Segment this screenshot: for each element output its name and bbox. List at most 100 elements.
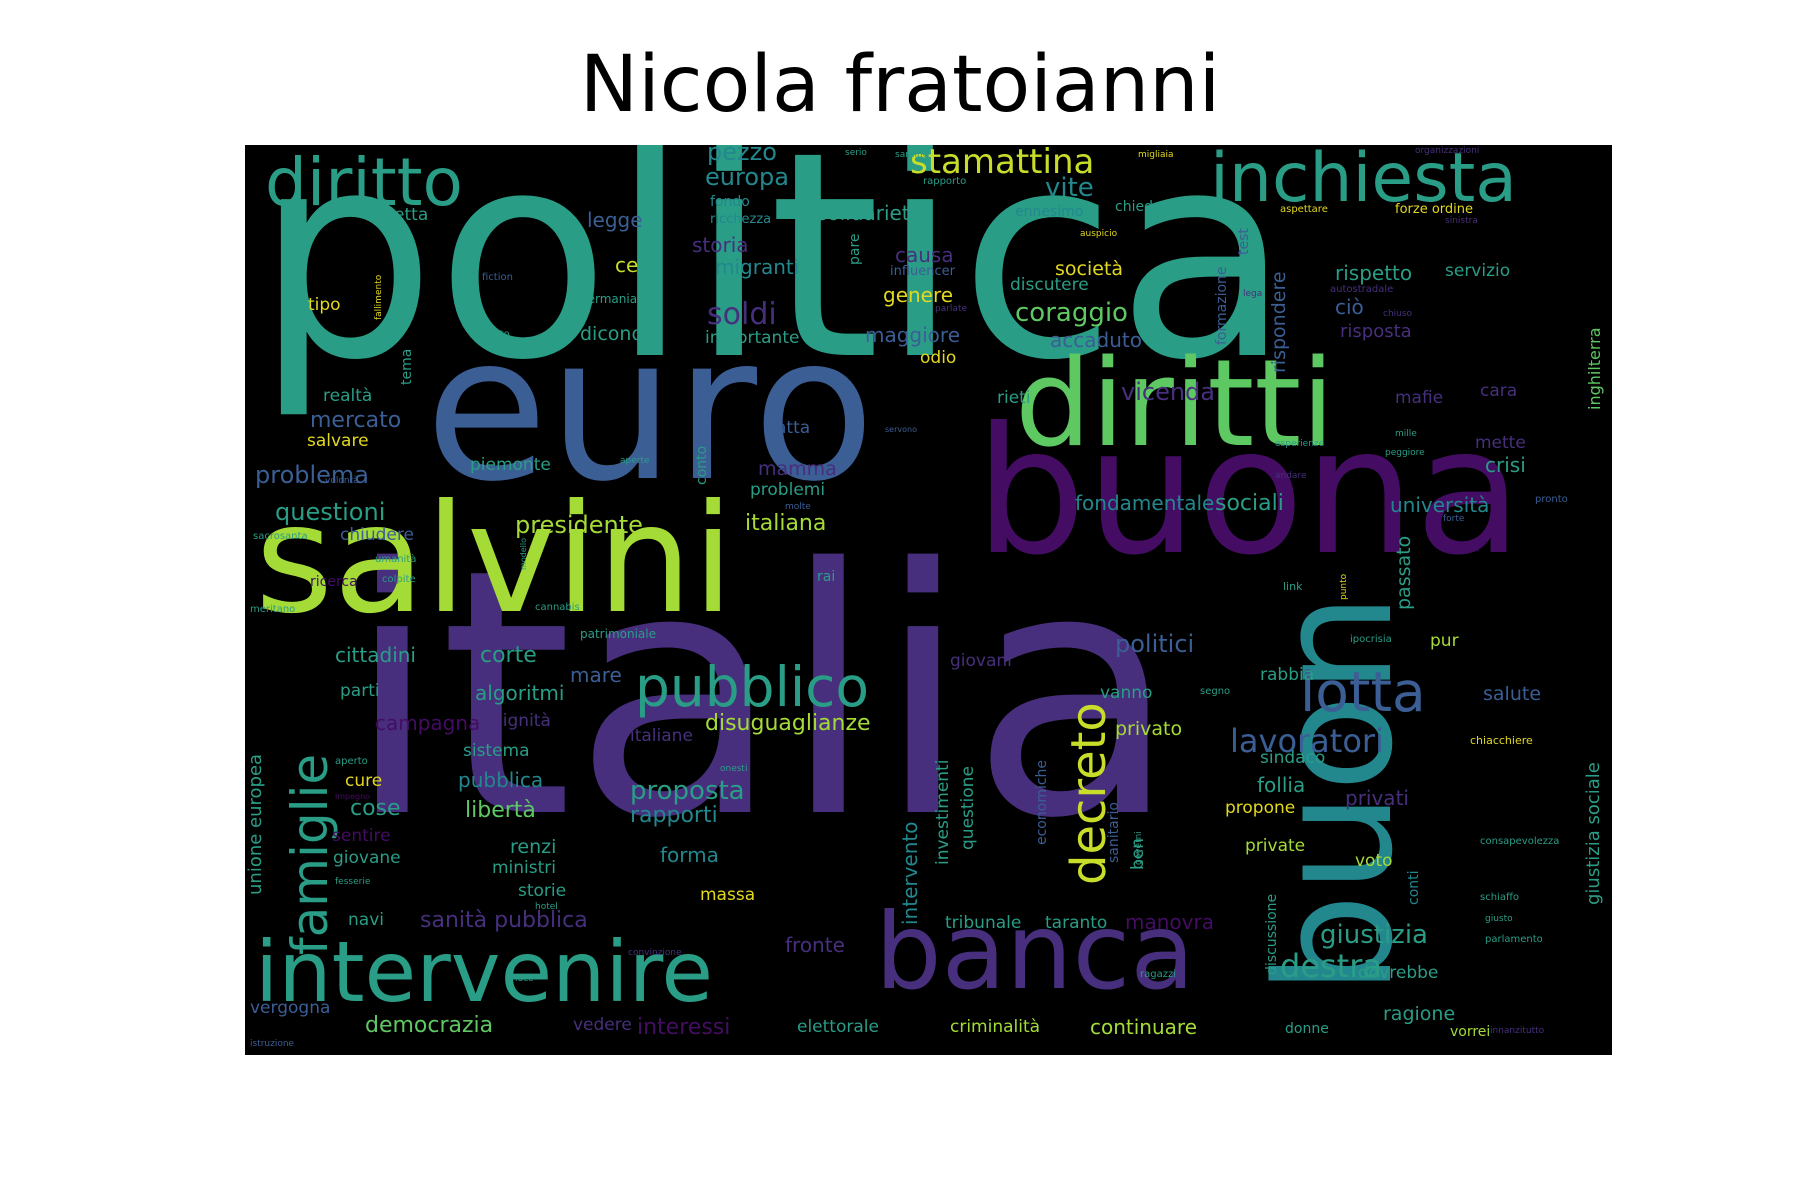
word-servono: servono — [885, 425, 917, 434]
word-algoritmi: algoritmi — [475, 681, 565, 705]
word-giusto: giusto — [1485, 914, 1513, 924]
word-mare: mare — [570, 663, 622, 687]
word-parlate: parlate — [935, 304, 968, 314]
word-sanitario: sanitario — [1106, 802, 1122, 863]
word-fronte: fronte — [785, 933, 845, 957]
word-patrimoniale: patrimoniale — [580, 627, 656, 641]
word-democrazia: democrazia — [365, 1013, 494, 1038]
word-campagna: campagna — [375, 711, 481, 735]
word-sardine: sardine — [895, 150, 929, 160]
word-presidente: presidente — [515, 511, 643, 539]
word-segno: segno — [1200, 686, 1231, 697]
word-parti: parti — [340, 681, 380, 701]
word-influencer: influencer — [890, 264, 956, 279]
word-manovra: manovra — [1125, 910, 1214, 934]
word-aspettare: aspettare — [1280, 204, 1328, 215]
word-investimenti: investimenti — [933, 759, 953, 865]
word-esperienze: esperienze — [1275, 439, 1325, 449]
word-hotel: hotel — [535, 902, 558, 912]
word-rispetto: rispetto — [1335, 261, 1413, 285]
word-pur: pur — [1430, 631, 1459, 651]
word-rispondere: rispondere — [1268, 271, 1290, 373]
word-accaduto: accaduto — [1050, 328, 1142, 352]
word-diritti: diritti — [1015, 335, 1335, 474]
word-disuguaglianze: disuguaglianze — [705, 711, 871, 736]
word-taranto: taranto — [1045, 913, 1108, 933]
word-storie: storie — [518, 881, 567, 901]
word-credito: credito — [475, 329, 510, 340]
word-rabbia: rabbia — [1260, 665, 1315, 685]
word-societa: società — [1055, 258, 1124, 280]
word-rai: rai — [817, 569, 836, 585]
word-voto: voto — [1355, 851, 1393, 871]
word-vanno: vanno — [1100, 683, 1153, 703]
word-lega: lega — [1243, 289, 1263, 299]
word-chiuso: chiuso — [1383, 309, 1413, 319]
word-politici: politici — [1115, 630, 1195, 658]
word-rieti: rieti — [997, 388, 1031, 408]
word-tema: tema — [399, 348, 415, 385]
word-famiglie: famiglie — [281, 753, 339, 955]
word-mille: mille — [1395, 429, 1417, 439]
word-impegno: impegno — [335, 792, 371, 801]
word-coraggio: coraggio — [1015, 298, 1128, 328]
word-odio: odio — [920, 348, 957, 368]
word-pronto: pronto — [1535, 494, 1568, 505]
word-crisi: crisi — [1485, 453, 1526, 477]
word-europa: europa — [705, 163, 789, 191]
word-forte: forte — [1443, 514, 1465, 524]
word-pubblico: pubblico — [635, 655, 870, 719]
word-banca: banca — [875, 891, 1195, 1013]
word-propone: propone — [1225, 798, 1296, 818]
word-sindaco: sindaco — [1260, 748, 1326, 768]
word-discussione: discussione — [1264, 893, 1280, 975]
word-ragazzi: ragazzi — [1140, 969, 1176, 980]
word-parlamento: parlamento — [1485, 934, 1543, 945]
word-forze-ordine: forze ordine — [1395, 202, 1473, 217]
word-causa: causa — [895, 243, 954, 267]
word-dignita: dignità — [492, 711, 551, 731]
word-aperto: aperto — [335, 756, 368, 767]
word-sinistra: sinistra — [1445, 216, 1478, 226]
word-volonta: volontà — [325, 476, 359, 486]
word-risposta: risposta — [1340, 321, 1412, 342]
word-salvare: salvare — [307, 431, 369, 451]
word-private: private — [1245, 836, 1306, 856]
word-proposta: proposta — [630, 776, 745, 806]
word-cittadini: cittadini — [335, 643, 416, 667]
word-auspicio: auspicio — [1080, 229, 1118, 239]
word-giovane: giovane — [333, 848, 401, 868]
word-convinzione: convinzione — [628, 948, 682, 958]
word-cose: cose — [350, 796, 401, 821]
word-problemi: problemi — [750, 480, 826, 500]
word-ricetta: ricetta — [373, 205, 429, 225]
word-organizzazioni: organizzazioni — [1415, 146, 1480, 156]
word-fondo: fondo — [710, 194, 750, 210]
word-link: link — [1283, 580, 1303, 593]
word-ce: ce — [615, 253, 639, 277]
word-giustizia-sociale: giustizia sociale — [1583, 762, 1604, 905]
word-salute: salute — [1483, 683, 1542, 705]
word-navi: navi — [348, 910, 384, 930]
word-destra: destra — [1280, 947, 1382, 985]
word-test: test — [1236, 228, 1252, 255]
word-genere: genere — [883, 283, 954, 307]
word-fatta: fatta — [770, 418, 811, 438]
word-modello: modello — [519, 537, 528, 570]
word-aperte: aperte — [620, 456, 650, 466]
word-sanita-pubblica: sanità pubblica — [420, 908, 588, 933]
word-euro: euro — [425, 293, 875, 526]
word-molte: molte — [785, 502, 811, 512]
word-chiudere: chiudere — [340, 525, 414, 545]
word-maggiore: maggiore — [865, 323, 961, 347]
word-ennesimo: ennesimo — [1015, 204, 1084, 220]
word-solidarieta: solidarietà — [817, 201, 922, 225]
word-fallimento: fallimento — [374, 274, 384, 320]
word-servizio: servizio — [1445, 261, 1511, 281]
word-mamma: mamma — [758, 458, 837, 480]
word-pare: pare — [847, 233, 863, 265]
word-germania: germania — [580, 292, 638, 306]
word-chiedono: chiedono — [1115, 199, 1179, 215]
word-chiacchiere: chiacchiere — [1470, 734, 1533, 747]
word-fesserie: fesserie — [335, 877, 371, 887]
